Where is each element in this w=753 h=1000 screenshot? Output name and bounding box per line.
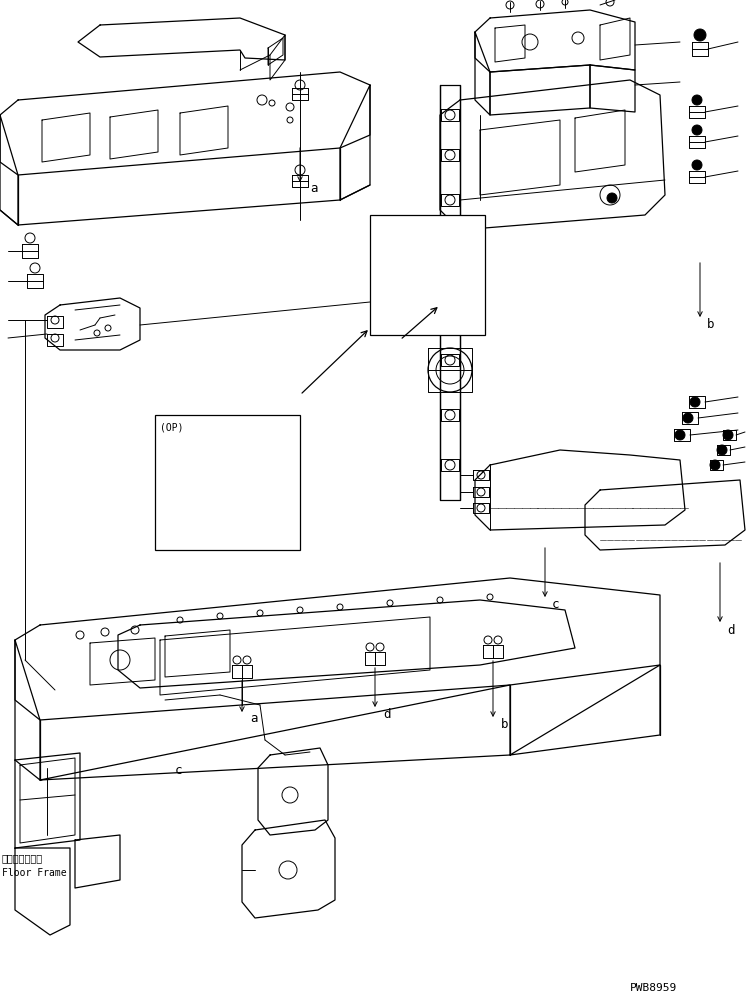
Text: a: a [250,712,258,724]
Circle shape [683,413,693,423]
Circle shape [694,29,706,41]
Text: フロアフレーム: フロアフレーム [2,853,43,863]
Text: c: c [552,598,559,611]
Text: b: b [501,718,508,730]
Text: c: c [175,764,182,776]
Text: a: a [310,182,318,194]
Circle shape [717,445,727,455]
Circle shape [692,160,702,170]
Text: Floor Frame: Floor Frame [2,868,66,878]
Text: PWB8959: PWB8959 [630,983,677,993]
Text: b: b [707,318,715,332]
Circle shape [710,460,720,470]
Circle shape [607,193,617,203]
Circle shape [723,430,733,440]
Bar [155,415,300,550]
Circle shape [675,430,685,440]
Text: d: d [727,624,734,637]
Circle shape [692,125,702,135]
Text: d: d [383,708,391,722]
Text: (OP): (OP) [160,422,184,432]
Circle shape [690,397,700,407]
Bar [370,215,485,335]
Circle shape [692,95,702,105]
